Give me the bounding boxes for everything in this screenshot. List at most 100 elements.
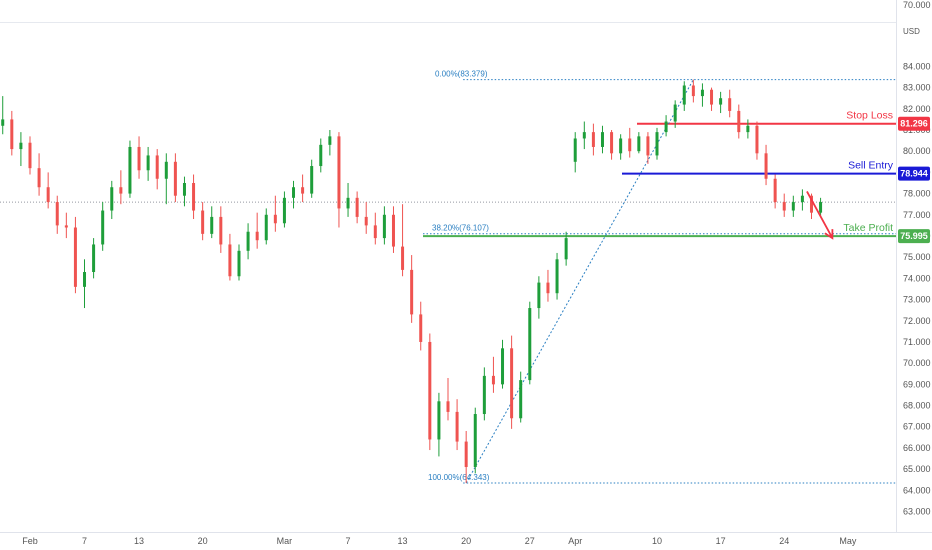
stop-loss-badge-text: 81.296 [900,119,928,129]
candle-body [282,197,286,224]
candle-body [355,197,359,217]
candle-body [600,132,604,147]
level-labels: Stop Loss Sell Entry Take Profit [806,110,894,240]
price-tick-label: 63.000 [903,507,931,517]
price-tick-label: 80.000 [903,146,931,156]
candle-body [146,155,150,171]
horizontal-levels [0,122,896,238]
candle-body [773,178,777,203]
time-tick-label: 13 [134,536,144,546]
price-tick-label: 72.000 [903,316,931,326]
candle-body [164,161,168,179]
candle-body [719,98,723,105]
candle-body [737,110,741,133]
down-arrow-shaft [806,191,834,239]
currency-label: USD [903,27,920,36]
candle-body [173,161,177,196]
time-tick-label: 7 [82,536,87,546]
fib-level-label: 0.00%(83.379) [435,70,488,79]
candle-body [64,225,68,228]
candle-body [228,244,232,277]
candle-body [337,136,341,209]
candle-body [255,231,259,241]
candle-body [746,125,750,133]
time-tick-label: Feb [22,536,38,546]
candle-body [346,197,350,209]
candle-body [310,166,314,194]
time-tick-label: Apr [568,536,582,546]
take-profit-label: Take Profit [843,222,893,234]
candle-body [401,246,405,270]
candle-body [446,401,450,412]
candle-body [610,132,614,154]
candle-body [582,132,586,139]
candle-body [292,187,296,198]
candle-body [455,411,459,442]
price-tick-label: 78.000 [903,189,931,199]
candle-body [119,187,123,194]
price-axis[interactable]: USD 70.000 63.000 64.000 65.000 66.000 67.000… [896,0,932,550]
candle-body [137,146,141,171]
time-tick-label: 20 [198,536,208,546]
candle-body [1,119,5,126]
sell-entry-badge [898,166,930,181]
price-tick-label: 69.000 [903,379,931,389]
candle-body [10,119,14,150]
stop-loss-label: Stop Loss [846,110,893,122]
candle-body [37,168,41,188]
take-profit-badge [898,229,930,244]
candlestick-series [1,79,823,484]
candle-body [373,225,377,239]
candle-body [628,138,632,152]
candle-body [101,210,105,245]
candle-body [482,375,486,415]
candle-body [410,269,414,315]
candle-body [46,187,50,203]
candle-body [364,216,368,226]
candle-body [155,155,159,179]
candle-body [800,195,804,203]
candle-body [673,104,677,122]
candle-body [192,182,196,211]
time-tick-label: May [839,536,857,546]
candle-body [273,214,277,224]
candle-body [700,89,704,97]
down-arrow-head [824,229,834,240]
candle-body [555,259,559,294]
time-tick-label: 20 [461,536,471,546]
candle-body [528,308,532,381]
candle-body [237,250,241,277]
price-tick-label: 82.000 [903,104,931,114]
candle-body [682,85,686,105]
candle-body [128,146,132,194]
candle-body [428,341,432,440]
time-tick-label: Mar [277,536,293,546]
candle-body [646,136,650,156]
candle-body [83,272,87,287]
take-profit-badge-text: 75.995 [900,231,928,241]
candle-body [573,138,577,162]
price-tick-label: 68.000 [903,401,931,411]
price-tick-label: 84.000 [903,61,931,71]
fib-trend-line [465,79,694,484]
candle-body [391,214,395,247]
candle-body [210,216,214,234]
candle-body [28,142,32,169]
candle-body [728,98,732,111]
candle-body [92,244,96,273]
sell-entry-badge-text: 78.944 [900,169,928,179]
candle-body [319,144,323,167]
price-tick-label: 66.000 [903,443,931,453]
candle-body [437,401,441,440]
candle-body [464,441,468,468]
stop-loss-badge [898,116,930,131]
time-axis[interactable]: Feb 7 13 20 Mar 7 13 20 27 Apr 10 17 24 May [0,532,932,547]
candle-body [510,348,514,419]
candle-body [519,380,523,419]
candle-body [182,182,186,196]
fibonacci-retracement: 0.00%(83.379) 38.20%(76.107) 100.00%(64.34… [423,70,896,484]
price-tick-label: 74.000 [903,273,931,283]
time-tick-label: 17 [716,536,726,546]
